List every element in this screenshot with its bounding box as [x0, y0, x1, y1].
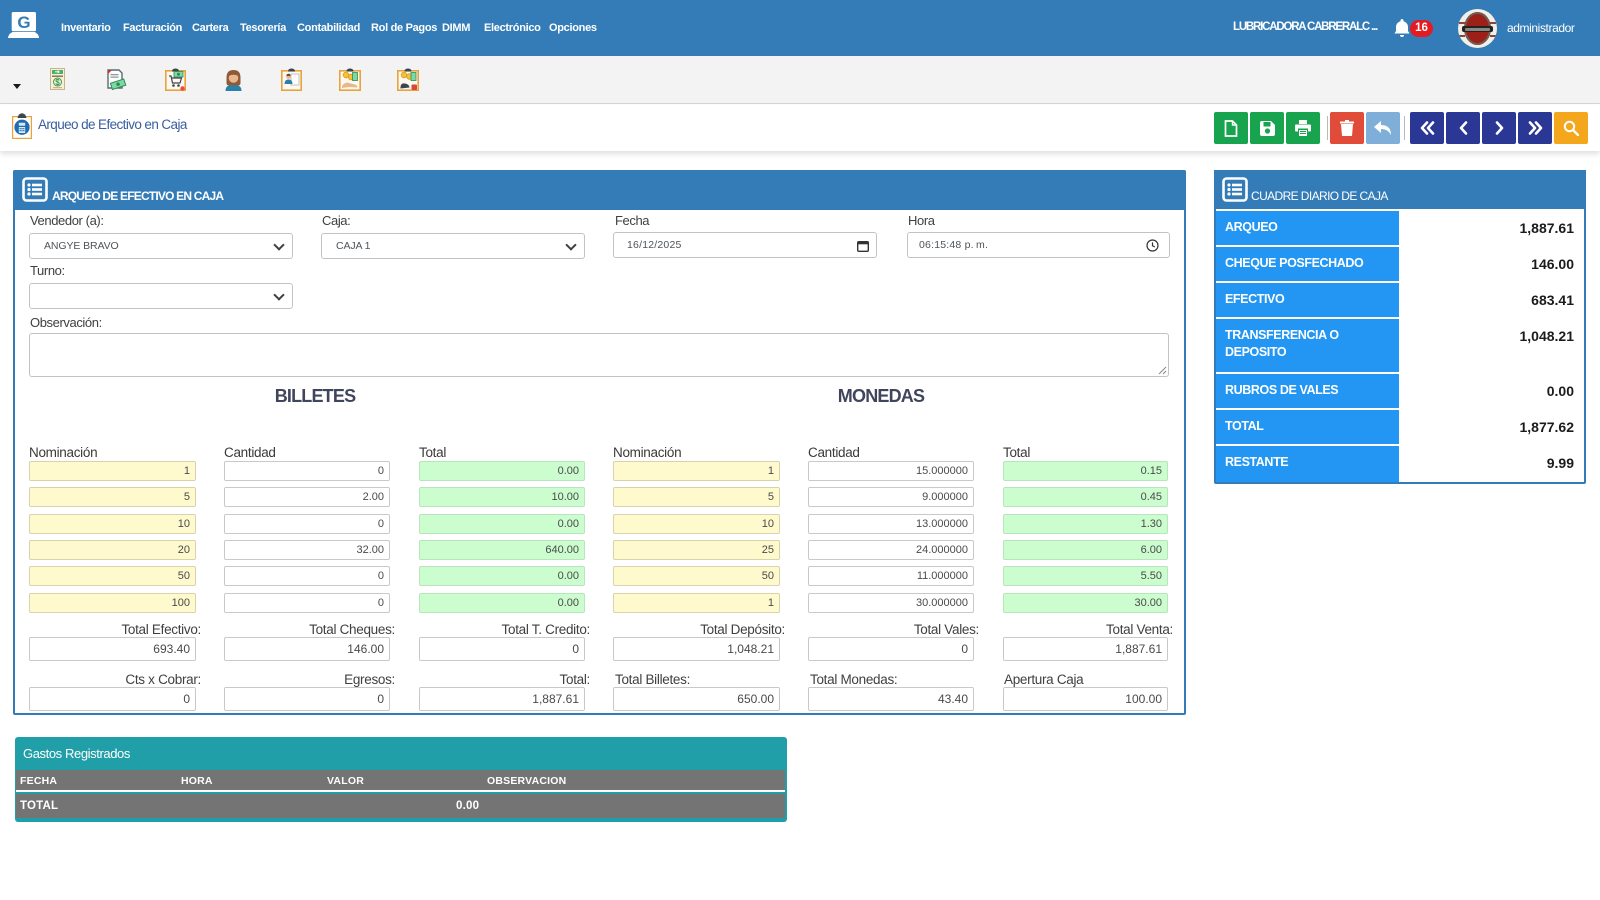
- svg-text:G: G: [17, 13, 30, 32]
- svg-text:$: $: [55, 78, 60, 87]
